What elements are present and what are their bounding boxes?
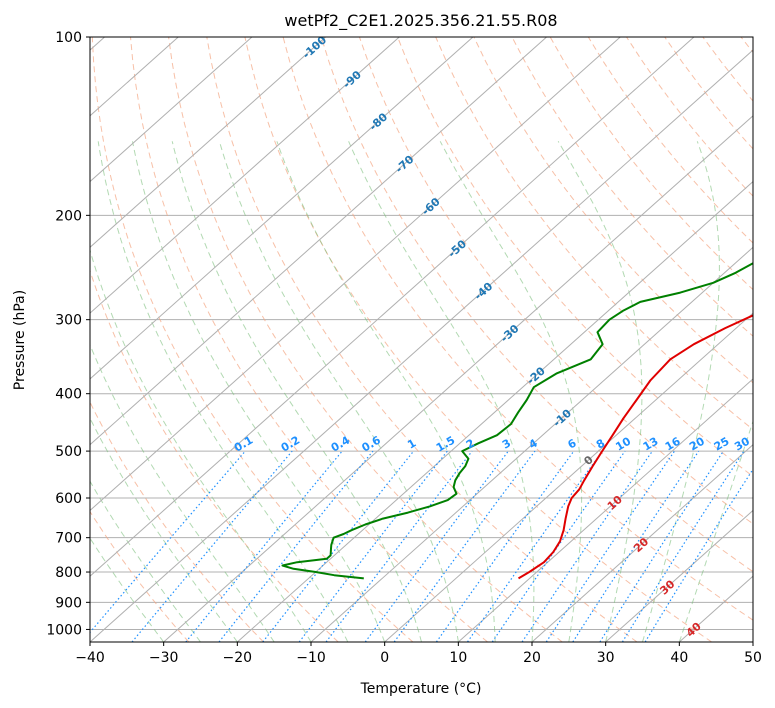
temperature-profile-line xyxy=(517,314,753,580)
x-axis-ticks: −40 −30 −20 −10 0 10 20 30 40 50 xyxy=(75,642,762,666)
y-axis-ticks: 100 200 300 400 500 600 700 800 900 1000 xyxy=(46,30,90,638)
mixing-ratio-line xyxy=(218,450,374,642)
mixing-ratio-line xyxy=(131,450,293,642)
x-tick-label: −30 xyxy=(149,650,179,666)
isotherm-line xyxy=(384,312,753,642)
mixing-ratio-line xyxy=(393,450,536,642)
y-tick-label: 400 xyxy=(55,387,82,403)
mixing-ratio-line xyxy=(621,450,745,642)
y-tick-label: 1000 xyxy=(46,622,82,638)
mixing-ratio-line xyxy=(325,450,473,642)
isotherm-line xyxy=(90,37,400,314)
dry-adiabat xyxy=(206,37,638,642)
dry-adiabat xyxy=(320,37,753,573)
dry-adiabat xyxy=(473,37,753,384)
mixing-ratio-line xyxy=(467,450,603,642)
mixing-ratio-line xyxy=(364,450,509,642)
y-tick-label: 600 xyxy=(55,491,82,507)
y-tick-label: 100 xyxy=(55,30,82,46)
x-tick-label: −10 xyxy=(296,650,326,666)
x-tick-label: 10 xyxy=(449,650,467,666)
mixing-ratio-line xyxy=(545,450,675,642)
moist-adiabat xyxy=(678,419,753,642)
mixing-ratio-line xyxy=(435,450,575,642)
isotherm-line xyxy=(531,444,753,642)
x-tick-label: −20 xyxy=(223,650,253,666)
dry-adiabat xyxy=(435,37,753,431)
mixing-ratio-line xyxy=(521,450,653,642)
dry-adiabat xyxy=(90,510,190,642)
sounding-profiles xyxy=(281,262,753,580)
isotherm-line xyxy=(90,37,547,446)
dry-adiabat xyxy=(130,37,488,642)
isotherm-line xyxy=(90,37,326,249)
y-tick-label: 700 xyxy=(55,531,82,547)
x-tick-label: 30 xyxy=(597,650,615,666)
plot-area xyxy=(90,37,753,642)
mixing-ratio-label: 36 xyxy=(753,434,773,453)
isotherm-line xyxy=(605,509,753,642)
dry-adiabat xyxy=(282,37,753,621)
moist-adiabat xyxy=(132,141,386,642)
mixing-ratio-line xyxy=(572,450,700,642)
isotherm-line xyxy=(163,115,753,642)
moist-adiabats xyxy=(90,141,753,642)
isotherm-line xyxy=(458,378,753,642)
dewpoint-profile-line xyxy=(281,262,753,580)
x-tick-label: 40 xyxy=(670,650,688,666)
x-tick-label: 20 xyxy=(523,650,541,666)
mixing-ratio-line xyxy=(599,450,724,642)
mixing-ratio-lines xyxy=(90,450,753,642)
moist-adiabat xyxy=(218,141,459,642)
y-tick-label: 900 xyxy=(55,595,82,611)
y-tick-label: 300 xyxy=(55,313,82,329)
x-tick-label: −40 xyxy=(75,650,105,666)
isotherms xyxy=(90,37,753,642)
isotherm-line xyxy=(90,49,753,642)
plot-background xyxy=(90,37,753,642)
plot-frame xyxy=(89,36,754,643)
dry-adiabat xyxy=(90,269,339,642)
isotherm-line xyxy=(90,37,621,512)
moist-adiabat xyxy=(439,141,583,642)
y-tick-label: 200 xyxy=(55,208,82,224)
dry-adiabat xyxy=(397,37,753,478)
moist-adiabat xyxy=(348,141,535,642)
x-axis-label: Temperature (°C) xyxy=(360,681,482,697)
moist-adiabat xyxy=(642,141,720,642)
moist-adiabat xyxy=(90,248,312,642)
isotherm-line xyxy=(752,641,753,642)
dry-adiabat xyxy=(168,37,563,642)
isotherm-line xyxy=(90,37,253,183)
moist-adiabat xyxy=(97,141,349,642)
x-tick-label: 0 xyxy=(380,650,389,666)
y-tick-label: 800 xyxy=(55,565,82,581)
moist-adiabat xyxy=(90,480,201,642)
x-tick-label: 50 xyxy=(744,650,762,666)
isotherm-line xyxy=(310,246,753,642)
isotherm-line xyxy=(90,37,474,380)
isotherm-line xyxy=(237,180,753,642)
y-tick-label: 500 xyxy=(55,444,82,460)
y-axis-label: Pressure (hPa) xyxy=(12,290,28,390)
moist-adiabat xyxy=(557,141,643,642)
chart-title: wetPf2_C2E1.2025.356.21.55.R08 xyxy=(284,11,557,31)
dry-adiabat xyxy=(511,37,753,337)
moist-adiabat xyxy=(171,141,422,642)
dry-adiabat xyxy=(549,37,753,291)
mixing-ratio-line xyxy=(491,450,626,642)
moist-adiabat xyxy=(276,141,496,642)
isotherm-line xyxy=(90,37,695,577)
mixing-ratio-line xyxy=(185,450,343,642)
